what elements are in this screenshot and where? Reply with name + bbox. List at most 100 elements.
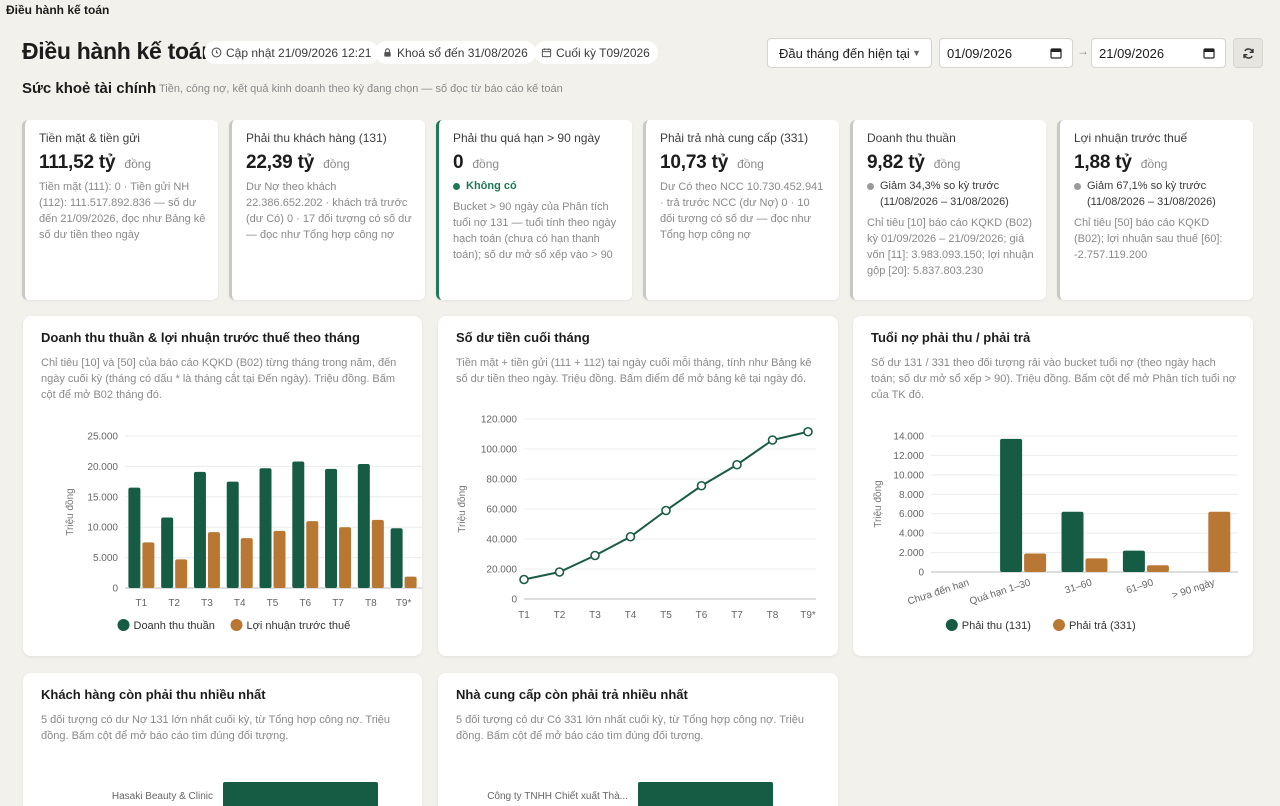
data-point: [696, 480, 707, 491]
y-axis-label: Triệu đồng: [456, 485, 468, 532]
y-tick-label: 15.000: [87, 492, 118, 503]
x-tick-label: Chưa đến hạn: [906, 576, 971, 607]
locked-badge: Khoá sổ đến 31/08/2026: [375, 41, 536, 64]
y-tick-label: 20.000: [87, 462, 118, 473]
y-tick-label: 0: [112, 584, 118, 595]
card-description: Chỉ tiêu [10] và [50] của báo cáo KQKD (…: [41, 357, 397, 401]
kpi-label: Tiền mặt & tiền gửi: [39, 131, 140, 145]
x-tick-label: Quá hạn 1–30: [968, 577, 1032, 607]
kpi-label: Lợi nhuận trước thuế: [1074, 131, 1188, 145]
kpi-note: Bucket > 90 ngày của Phân tích tuổi nợ 1…: [453, 201, 617, 261]
date-to-input[interactable]: 21/09/2026: [1091, 38, 1226, 68]
y-tick-label: 8.000: [899, 490, 924, 501]
kpi-unit: đồng: [737, 157, 764, 171]
lock-icon: [384, 48, 391, 57]
legend-swatch: [1053, 619, 1065, 631]
top-customers-chart: Hasaki Beauty & Clinic: [112, 782, 378, 806]
bar-revenue: [357, 463, 370, 588]
x-tick-label: T6: [696, 610, 708, 621]
bar-profit: [142, 542, 155, 588]
period-badge: Cuối kỳ T09/2026: [534, 41, 658, 64]
kpi-value: 22,39 tỷ: [246, 152, 315, 173]
kpi-revenue[interactable]: Doanh thu thuần 9,82 tỷ đồng Giảm 34,3% s…: [850, 120, 1046, 300]
bar-payable: [1208, 511, 1231, 572]
bar-profit: [207, 532, 220, 588]
y-tick-label: 60.000: [486, 505, 517, 516]
refresh-icon: [1242, 47, 1254, 59]
kpi-status-text: Giảm 34,3% so kỳ trước (11/08/2026 – 31/…: [880, 180, 1009, 208]
card-description: 5 đối tượng có dư Có 331 lớn nhất cuối k…: [456, 714, 804, 742]
bar-profit: [339, 527, 352, 588]
top-suppliers-chart: Công ty TNHH Chiết xuất Thà...: [487, 782, 773, 806]
x-tick-label: T6: [299, 598, 311, 609]
status-dot-icon: [867, 183, 874, 190]
card-cash-balance: Số dư tiền cuối tháng Tiền mặt + tiền gử…: [438, 316, 838, 656]
bar-profit: [306, 521, 319, 588]
card-top-suppliers: Nhà cung cấp còn phải trả nhiều nhất 5 đ…: [438, 673, 838, 806]
section-title: Sức khoẻ tài chính: [22, 80, 157, 97]
kpi-unit: đồng: [124, 157, 152, 171]
range-select[interactable]: Đầu tháng đến hiện tại ▼: [767, 38, 932, 68]
x-tick-label: T1: [136, 598, 148, 609]
refresh-button[interactable]: [1233, 38, 1263, 68]
x-tick-label: T4: [234, 598, 246, 609]
kpi-receivables[interactable]: Phải thu khách hàng (131) 22,39 tỷ đồng D…: [229, 120, 425, 300]
bar-profit: [404, 576, 417, 588]
y-tick-label: 10.000: [87, 523, 118, 534]
y-tick-label: 25.000: [87, 432, 118, 443]
data-point: [554, 567, 565, 577]
x-tick-label: T3: [201, 598, 213, 609]
cash-line-chart: 0 20.000 40.000 60.000 80.000 100.000 120.000 T…: [456, 415, 816, 621]
kpi-note: Dư Có theo NCC 10.730.452.941 · trả trướ…: [660, 181, 824, 241]
x-tick-label: T2: [168, 598, 180, 609]
bar-profit: [371, 519, 384, 588]
kpi-unit: đồng: [933, 157, 961, 171]
x-tick-label: 61–90: [1125, 577, 1155, 596]
kpi-note: Chỉ tiêu [10] báo cáo KQKD (B02) kỳ 01/0…: [867, 217, 1034, 277]
data-point: [767, 435, 778, 445]
data-point: [625, 531, 636, 542]
y-tick-label: 10.000: [893, 470, 924, 481]
calendar-icon: [541, 48, 552, 58]
date-from-input[interactable]: 01/09/2026: [939, 38, 1073, 68]
y-axis-label: Triệu đồng: [872, 480, 884, 527]
series-line: [523, 430, 809, 581]
data-point: [732, 459, 742, 470]
card-title: Nhà cung cấp còn phải trả nhiều nhất: [456, 687, 688, 702]
y-tick-label: Công ty TNHH Chiết xuất Thà...: [487, 790, 628, 802]
x-tick-label: T2: [554, 610, 566, 621]
bar-profit: [273, 530, 286, 588]
kpi-profit[interactable]: Lợi nhuận trước thuế 1,88 tỷ đồng Giảm 67…: [1057, 120, 1253, 300]
kpi-value: 0: [453, 152, 464, 173]
calendar-picker-icon[interactable]: [1050, 47, 1062, 59]
kpi-value: 1,88 tỷ: [1074, 152, 1132, 173]
x-tick-label: T7: [731, 610, 743, 621]
updated-text: Cập nhật 21/09/2026 12:21: [226, 45, 372, 60]
kpi-value: 10,73 tỷ: [660, 152, 729, 173]
section-subtitle: Tiền, công nợ, kết quả kinh doanh theo k…: [159, 83, 563, 95]
card-monthly-revenue: Doanh thu thuần & lợi nhuận trước thuế t…: [23, 316, 422, 656]
x-tick-label: T7: [332, 598, 344, 609]
kpi-payables[interactable]: Phải trả nhà cung cấp (331) 10,73 tỷ đồng…: [643, 120, 839, 300]
monthly-bar-chart: 0 5.000 10.000 15.000 20.000 25.000 Triệu đồng…: [64, 432, 422, 632]
kpi-overdue[interactable]: Phải thu quá hạn > 90 ngày 0 đồng Không c…: [436, 120, 632, 300]
kpi-value: 111,52 tỷ: [39, 152, 116, 173]
kpi-label: Phải trả nhà cung cấp (331): [660, 131, 809, 145]
x-tick-label: 31–60: [1064, 577, 1094, 596]
bar-profit: [175, 559, 188, 588]
bar-revenue: [292, 461, 305, 588]
kpi-cash[interactable]: Tiền mặt & tiền gửi 111,52 tỷ đồng Tiền m…: [22, 120, 218, 300]
data-point: [661, 505, 671, 516]
kpi-status: Giảm 67,1% so kỳ trước (11/08/2026 – 31/…: [1074, 178, 1241, 210]
clock-icon: [211, 47, 222, 58]
y-tick-label: 6.000: [899, 509, 924, 520]
y-tick-label: 12.000: [893, 451, 924, 462]
kpi-label: Doanh thu thuần: [867, 131, 956, 145]
x-tick-label: > 90 ngày: [1171, 577, 1216, 601]
x-tick-label: T3: [589, 610, 601, 621]
calendar-picker-icon[interactable]: [1203, 47, 1215, 59]
kpi-status: Không có: [453, 178, 620, 194]
bar-revenue: [259, 468, 272, 588]
legend-swatch: [117, 619, 130, 631]
kpi-unit: đồng: [472, 157, 500, 171]
